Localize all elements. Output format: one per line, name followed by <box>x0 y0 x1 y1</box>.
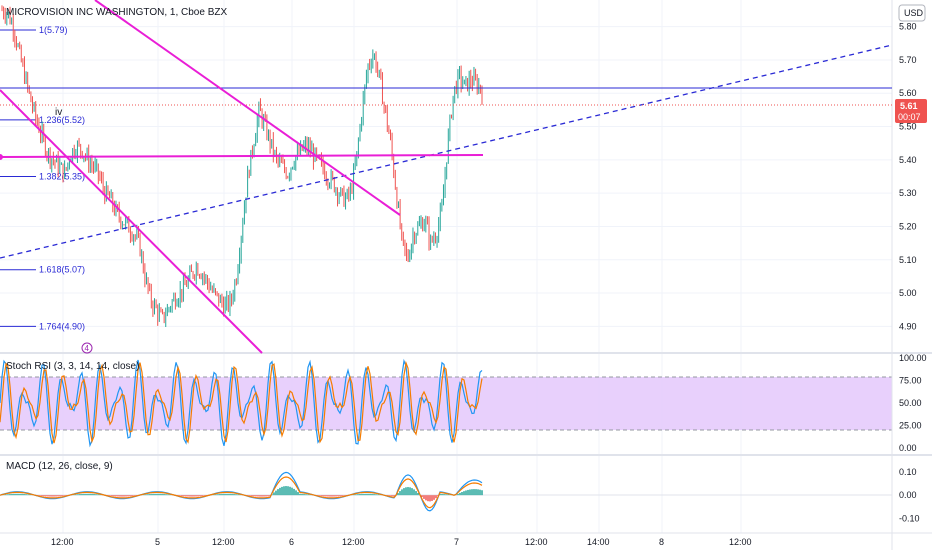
fib-level-label: 1.382(5.35) <box>39 172 85 182</box>
macd-title[interactable]: MACD (12, 26, close, 9) <box>6 461 113 472</box>
candles <box>1 5 483 328</box>
fib-level-label: 1(5.79) <box>39 25 68 35</box>
time-tick-label: 14:00 <box>587 537 610 547</box>
stoch-rsi-tick-label: 100.00 <box>899 353 927 363</box>
price-tick-label: 5.50 <box>899 122 917 132</box>
currency-button-label[interactable]: USD <box>904 8 924 18</box>
price-axis[interactable]: 5.80 5.70 5.60 5.50 5.40 5.30 5.20 5.10 5.00 4.90 <box>899 22 917 332</box>
price-tick-label: 5.00 <box>899 288 917 298</box>
current-price-label: 5.61 <box>900 101 918 111</box>
price-tick-label: 5.30 <box>899 188 917 198</box>
macd-tick-label: 0.00 <box>899 490 917 500</box>
symbol-title[interactable]: MICROVISION INC WASHINGTON, 1, Cboe BZX <box>6 7 227 18</box>
time-tick-label: 12:00 <box>342 537 365 547</box>
annotation-4: 4 <box>85 344 90 353</box>
stoch-rsi-axis[interactable]: 100.00 75.00 50.00 25.00 0.00 <box>899 353 927 453</box>
stoch-rsi-tick-label: 75.00 <box>899 376 922 386</box>
signal-line <box>0 476 483 509</box>
time-tick-label: 12:00 <box>51 537 74 547</box>
countdown-label: 00:07 <box>898 112 921 122</box>
macd-lines <box>0 471 483 512</box>
price-tick-label: 5.60 <box>899 88 917 98</box>
time-tick-label: 12:00 <box>729 537 752 547</box>
time-tick-label: 8 <box>659 537 664 547</box>
price-tick-label: 4.90 <box>899 321 917 331</box>
grid <box>0 0 892 533</box>
price-tick-label: 5.40 <box>899 155 917 165</box>
fib-level-label: 1.618(5.07) <box>39 265 85 275</box>
stoch-rsi-d-line <box>0 360 483 444</box>
time-tick-label: 5 <box>155 537 160 547</box>
fib-level-label: 1.236(5.52) <box>39 115 85 125</box>
time-tick-label: 6 <box>289 537 294 547</box>
macd-tick-label: 0.10 <box>899 467 917 477</box>
time-tick-label: 12:00 <box>525 537 548 547</box>
fib-level-label: 1.764(4.90) <box>39 321 85 331</box>
magenta-trendline-2[interactable] <box>0 89 263 354</box>
price-tick-label: 5.80 <box>899 22 917 32</box>
annotation-4-circle[interactable] <box>81 342 93 354</box>
current-price-badge <box>895 99 927 123</box>
fib-extension[interactable]: 1(5.79) 1.236(5.52) 1.382(5.35) 1.618(5.07)… <box>0 25 85 331</box>
time-tick-label: 7 <box>454 537 459 547</box>
pivot-dot[interactable] <box>0 154 3 160</box>
currency-button[interactable] <box>898 4 926 22</box>
magenta-horizontal-line[interactable] <box>0 154 484 158</box>
price-tick-label: 5.20 <box>899 221 917 231</box>
time-axis[interactable]: 12:00 5 12:00 6 12:00 7 12:00 14:00 8 12:00 <box>51 537 752 547</box>
stoch-rsi-tick-label: 25.00 <box>899 421 922 431</box>
macd-axis[interactable]: 0.10 0.00 -0.10 <box>899 467 920 523</box>
stoch-rsi-tick-label: 0.00 <box>899 443 917 453</box>
annotation-iv: iv <box>55 107 62 118</box>
magenta-trendline-1[interactable] <box>94 0 401 216</box>
price-tick-label: 5.70 <box>899 55 917 65</box>
stoch-rsi-tick-label: 50.00 <box>899 398 922 408</box>
macd-tick-label: -0.10 <box>899 513 920 523</box>
stoch-rsi-lines <box>0 358 483 448</box>
time-tick-label: 12:00 <box>212 537 235 547</box>
stoch-rsi-title[interactable]: Stoch RSI (3, 3, 14, 14, close) <box>6 361 139 372</box>
stoch-rsi-k-line <box>0 358 483 448</box>
price-tick-label: 5.10 <box>899 255 917 265</box>
